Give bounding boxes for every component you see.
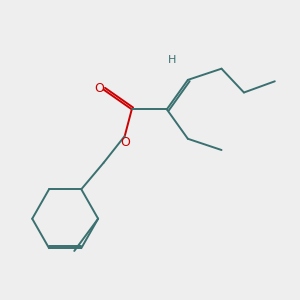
Text: O: O [120, 136, 130, 148]
Text: O: O [94, 82, 104, 95]
Text: H: H [168, 55, 177, 65]
